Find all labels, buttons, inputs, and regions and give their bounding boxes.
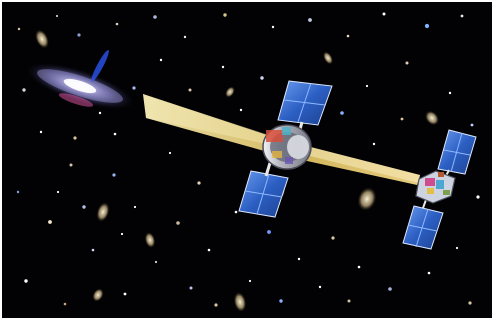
distant-galaxies [35, 29, 439, 312]
galaxy-icon [26, 50, 134, 110]
detector-spacecraft-icon [402, 129, 477, 250]
space-scene [2, 2, 492, 318]
space-illustration [2, 2, 492, 318]
detector-module [415, 170, 456, 204]
solar-panel-icon [238, 162, 289, 218]
solar-panel-icon [437, 129, 477, 179]
mirror-module [262, 124, 312, 170]
mirror-spacecraft-icon [238, 80, 333, 218]
star-field [16, 12, 480, 307]
solar-panel-icon [277, 80, 333, 138]
light-beam-icon [143, 94, 420, 185]
space-background [2, 2, 492, 318]
